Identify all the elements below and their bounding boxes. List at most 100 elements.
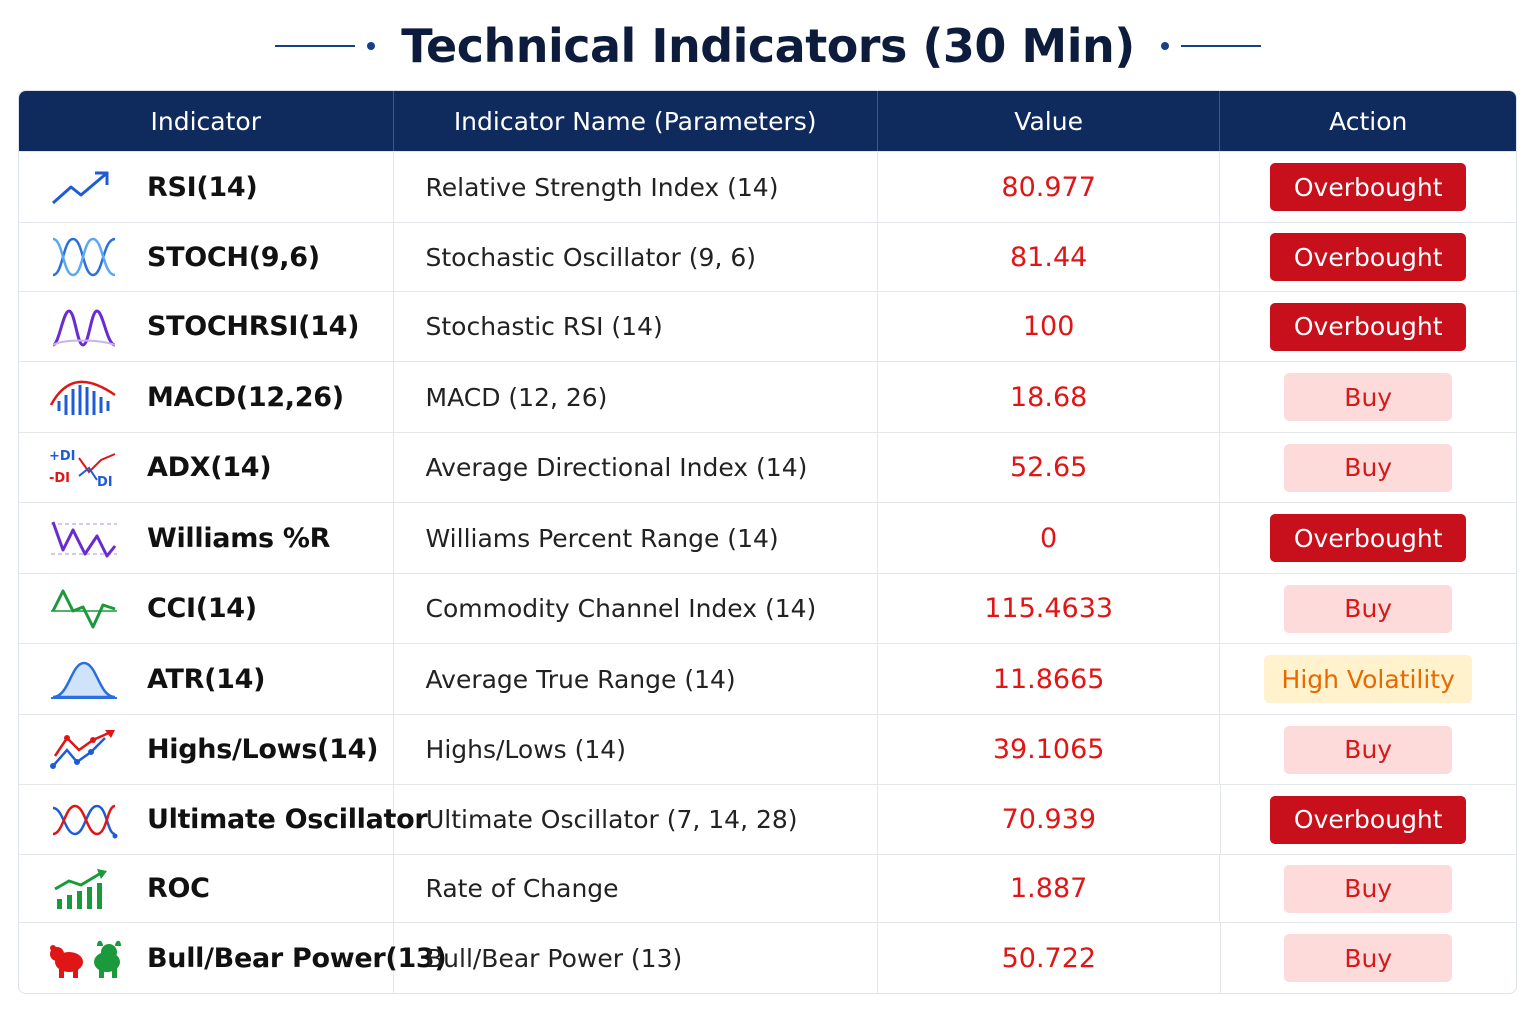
header-indicator-name: Indicator Name (Parameters)	[394, 91, 878, 151]
table-body: RSI(14) Relative Strength Index (14) 80.97…	[19, 151, 1516, 993]
cell-action: Buy	[1220, 715, 1516, 784]
action-badge: Overbought	[1270, 302, 1467, 351]
cell-action: Buy	[1220, 574, 1516, 643]
table-row: ROC Rate of Change 1.887 Buy	[19, 854, 1516, 922]
cell-action: Buy	[1221, 923, 1516, 993]
cell-action: Overbought	[1220, 223, 1516, 291]
indicator-label: ADX(14)	[147, 452, 272, 483]
table-row: RSI(14) Relative Strength Index (14) 80.97…	[19, 151, 1516, 222]
indicator-label: ROC	[147, 873, 210, 904]
title-line-left	[275, 45, 356, 47]
indicator-value: 0	[878, 503, 1221, 573]
title-dot-right	[1160, 42, 1169, 50]
cell-action: Overbought	[1220, 152, 1516, 222]
header-indicator: Indicator	[19, 91, 394, 151]
cell-action: High Volatility	[1220, 644, 1516, 714]
indicator-value: 1.887	[878, 855, 1221, 922]
atr-bell-curve-icon	[49, 657, 119, 701]
indicators-table: Indicator Indicator Name (Parameters) Va…	[18, 90, 1517, 994]
stochrsi-wave-icon	[49, 305, 119, 349]
table-row: Bull/Bear Power(13) Bull/Bear Power (13) 5…	[19, 922, 1516, 993]
cell-indicator: Bull/Bear Power(13)	[19, 923, 447, 993]
indicator-value: 18.68	[878, 362, 1221, 432]
adx-plus-di-label: +DI	[49, 449, 76, 464]
action-badge: Overbought	[1270, 233, 1467, 281]
action-badge: Buy	[1284, 725, 1453, 774]
table-row: CCI(14) Commodity Channel Index (14) 115.4…	[19, 573, 1516, 643]
indicator-label: RSI(14)	[147, 171, 258, 203]
table-row: STOCH(9,6) Stochastic Oscillator (9, 6) 81…	[19, 222, 1516, 291]
stochastic-wave-icon	[49, 235, 119, 279]
indicator-name: Stochastic Oscillator (9, 6)	[394, 223, 878, 291]
indicator-value: 52.65	[878, 433, 1221, 502]
table-row: Ultimate Oscillator Ultimate Oscillator (…	[19, 784, 1516, 854]
cci-wave-icon	[49, 587, 119, 631]
cell-indicator: Highs/Lows(14)	[19, 715, 394, 784]
indicator-label: ATR(14)	[147, 663, 266, 695]
page-title: Technical Indicators (30 Min)	[401, 19, 1135, 73]
indicator-label: STOCHRSI(14)	[147, 311, 360, 342]
macd-histogram-icon	[49, 375, 119, 419]
indicator-label: Ultimate Oscillator	[147, 804, 428, 835]
indicator-name: Stochastic RSI (14)	[394, 292, 878, 361]
cell-indicator: ATR(14)	[19, 644, 394, 714]
title-dot-left	[367, 42, 376, 50]
highs-lows-icon	[49, 728, 119, 772]
cell-indicator: ROC	[19, 855, 394, 922]
cell-action: Overbought	[1220, 503, 1516, 573]
indicator-name: Rate of Change	[394, 855, 878, 922]
indicator-label: Bull/Bear Power(13)	[147, 942, 447, 974]
action-badge: Buy	[1284, 934, 1453, 982]
action-badge: Overbought	[1270, 514, 1467, 562]
action-badge: High Volatility	[1264, 655, 1473, 703]
indicator-value: 70.939	[878, 785, 1221, 854]
cell-indicator: STOCH(9,6)	[19, 223, 394, 291]
table-row: ATR(14) Average True Range (14) 11.8665 Hig…	[19, 643, 1516, 714]
ultimate-oscillator-icon	[49, 798, 119, 842]
indicator-name: MACD (12, 26)	[394, 362, 878, 432]
header-action: Action	[1329, 106, 1408, 136]
indicator-value: 39.1065	[878, 715, 1221, 784]
adx-minus-di-label: -DI	[49, 471, 70, 486]
bull-bear-icon	[49, 936, 121, 980]
title-row: Technical Indicators (30 Min)	[0, 14, 1536, 78]
table-row: +DI -DI DI ADX(14) Average Directional Index…	[19, 432, 1516, 502]
cell-action: Buy	[1220, 362, 1516, 432]
indicator-label: STOCH(9,6)	[147, 241, 320, 273]
action-badge: Buy	[1284, 373, 1453, 421]
cell-action: Buy	[1220, 433, 1516, 502]
indicator-label: Williams %R	[147, 522, 331, 554]
indicator-label: MACD(12,26)	[147, 381, 344, 413]
indicator-name: Bull/Bear Power (13)	[394, 923, 879, 993]
cell-action: Overbought	[1220, 292, 1516, 361]
table-row: Williams %R Williams Percent Range (14) 0 O…	[19, 502, 1516, 573]
trend-up-icon	[49, 165, 119, 209]
action-badge: Buy	[1284, 584, 1453, 633]
indicator-value: 11.8665	[878, 644, 1221, 714]
header-value: Value	[878, 91, 1221, 151]
adx-di-label: DI	[97, 475, 113, 490]
adx-di-icon: +DI -DI DI	[49, 446, 119, 490]
indicator-value: 50.722	[878, 923, 1221, 993]
indicator-name: Average Directional Index (14)	[394, 433, 878, 502]
williams-r-icon	[49, 516, 119, 560]
indicator-name: Commodity Channel Index (14)	[394, 574, 878, 643]
cell-action: Buy	[1220, 855, 1516, 922]
indicator-value: 100	[878, 292, 1221, 361]
indicator-value: 115.4633	[878, 574, 1221, 643]
table-row: STOCHRSI(14) Stochastic RSI (14) 100 Overbo…	[19, 291, 1516, 361]
cell-indicator: +DI -DI DI ADX(14)	[19, 433, 394, 502]
cell-indicator: Ultimate Oscillator	[19, 785, 428, 854]
cell-indicator: CCI(14)	[19, 574, 394, 643]
table-header: Indicator Indicator Name (Parameters) Va…	[19, 91, 1516, 151]
indicator-name: Williams Percent Range (14)	[394, 503, 878, 573]
indicator-name: Relative Strength Index (14)	[394, 152, 878, 222]
cell-indicator: Williams %R	[19, 503, 394, 573]
title-line-right	[1180, 45, 1261, 47]
table-row: Highs/Lows(14) Highs/Lows (14) 39.1065 Buy	[19, 714, 1516, 784]
roc-bars-icon	[49, 867, 119, 911]
indicator-name: Ultimate Oscillator (7, 14, 28)	[394, 785, 879, 854]
indicator-label: Highs/Lows(14)	[147, 734, 379, 765]
cell-indicator: RSI(14)	[19, 152, 394, 222]
table-row: MACD(12,26) MACD (12, 26) 18.68 Buy	[19, 361, 1516, 432]
